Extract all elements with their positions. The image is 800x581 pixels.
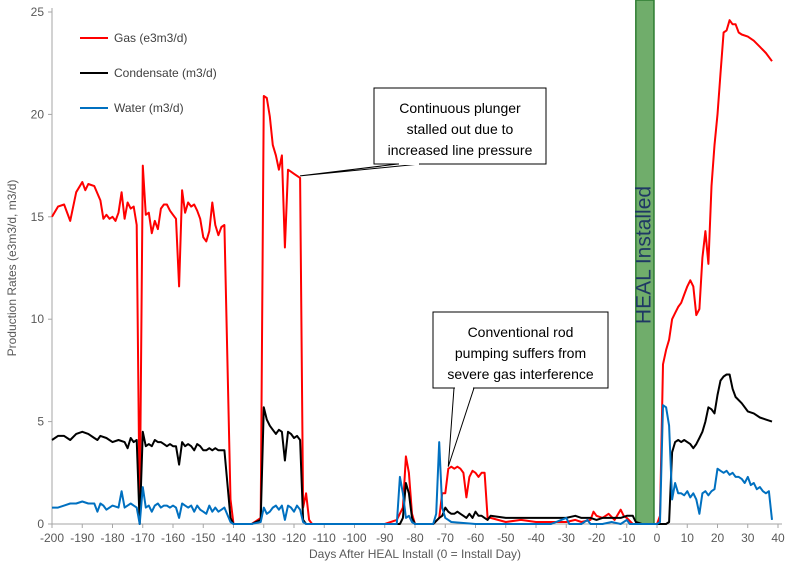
- y-tick-label: 0: [37, 517, 44, 531]
- x-tick-label: -150: [191, 531, 215, 545]
- callout-text-line: increased line pressure: [388, 142, 533, 158]
- legend: Gas (e3m3/d) Condensate (m3/d) Water (m3/d…: [80, 31, 217, 115]
- y-tick-label: 15: [31, 210, 45, 224]
- x-tick-label: -80: [406, 531, 424, 545]
- x-tick-label: -20: [588, 531, 606, 545]
- x-tick-label: -110: [313, 531, 336, 545]
- x-tick-label: -40: [527, 531, 545, 545]
- x-tick-label: -70: [437, 531, 455, 545]
- x-tick-label: -130: [252, 531, 276, 545]
- x-tick-label: 30: [741, 531, 755, 545]
- legend-label: Water (m3/d): [114, 101, 184, 115]
- callout-text-line: Continuous plunger: [399, 100, 521, 116]
- x-tick-label: 0: [654, 531, 661, 545]
- x-tick-label: -50: [497, 531, 515, 545]
- callout-box: [432, 311, 609, 389]
- x-axis-title: Days After HEAL Install (0 = Install Day…: [309, 547, 521, 561]
- y-tick-label: 25: [31, 5, 45, 19]
- y-tick-label: 5: [37, 415, 44, 429]
- x-tick-label: -160: [161, 531, 185, 545]
- callout-box: [373, 87, 547, 165]
- series-lines: [51, 19, 773, 525]
- heal-installed-band-layer: HEAL Installed: [632, 0, 655, 525]
- water-series-line: [52, 404, 773, 525]
- x-tick-label: -90: [376, 531, 394, 545]
- callout-rod-pumping: Conventional rod pumping suffers from seve…: [432, 311, 609, 467]
- callout-text-line: stalled out due to: [407, 121, 514, 137]
- y-axis-title: Production Rates (e3m3/d, m3/d): [5, 180, 19, 357]
- heal-installed-label: HEAL Installed: [632, 186, 655, 324]
- callout-text-line: severe gas interference: [447, 366, 594, 382]
- x-tick-label: -60: [467, 531, 485, 545]
- y-tick-label: 10: [31, 312, 45, 326]
- x-tick-label: -30: [558, 531, 576, 545]
- legend-label: Condensate (m3/d): [114, 66, 217, 80]
- callout-pointer: [299, 163, 421, 177]
- x-tick-label: -100: [342, 531, 366, 545]
- callouts: Continuous plunger stalled out due to incr…: [299, 87, 609, 467]
- x-tick-label: -10: [618, 531, 636, 545]
- x-tick-label: 10: [681, 531, 695, 545]
- x-tick-label: 40: [771, 531, 785, 545]
- y-tick-label: 20: [31, 107, 45, 121]
- x-tick-label: -200: [40, 531, 64, 545]
- x-tick-label: -180: [100, 531, 124, 545]
- callout-text-line: pumping suffers from: [455, 345, 586, 361]
- gas-series-line: [51, 19, 773, 525]
- x-tick-label: -120: [282, 531, 306, 545]
- x-tick-label: 20: [711, 531, 725, 545]
- x-tick-label: -190: [70, 531, 94, 545]
- callout-text-line: Conventional rod: [468, 324, 574, 340]
- x-tick-label: -170: [131, 531, 155, 545]
- callout-pointer: [447, 387, 475, 467]
- x-tick-label: -140: [221, 531, 245, 545]
- callout-plunger: Continuous plunger stalled out due to incr…: [299, 87, 547, 177]
- legend-label: Gas (e3m3/d): [114, 31, 187, 45]
